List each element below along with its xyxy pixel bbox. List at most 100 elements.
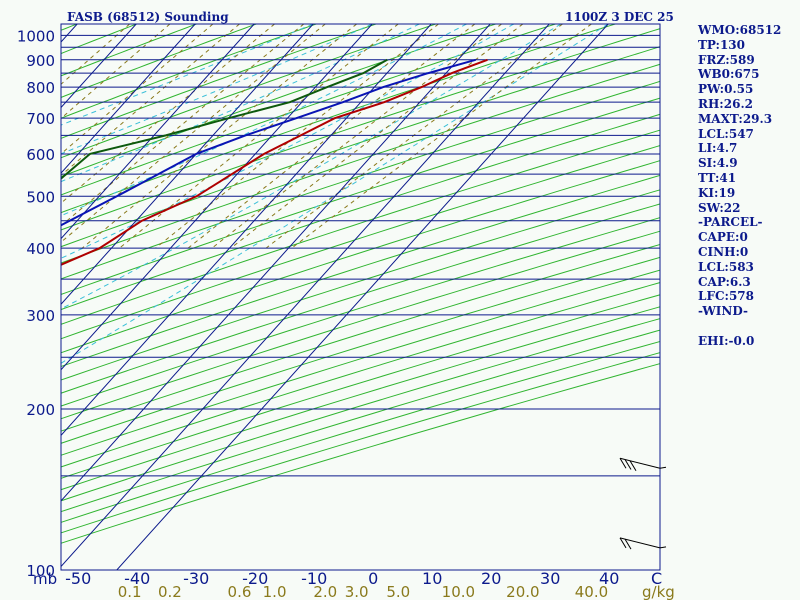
temperature-tick-label: 30 [540,569,560,588]
mixing-ratio-tick-label: 3.0 [345,583,369,600]
index-item: SW:22 [698,200,741,215]
dry-adiabats [0,24,660,570]
dry-adiabat [61,174,660,368]
dry-adiabat [61,46,660,248]
mixing-ratio-tick-label: 20.0 [506,583,539,600]
isotherm [61,24,196,174]
dry-adiabat [61,243,660,432]
wind-barbs [619,457,667,550]
index-item: CAP:6.3 [698,274,751,289]
index-item: SI:4.9 [698,156,738,171]
index-item: LI:4.7 [698,141,738,156]
pressure-tick-label: 500 [26,188,55,206]
wind-barb-flag [619,537,627,549]
dry-adiabat [61,24,317,119]
dry-adiabat [61,269,660,456]
temperature-tick-label: 0 [368,569,378,588]
mixing-ratio-line [81,24,358,249]
isotherm [61,24,550,568]
temperature-tick-label: -50 [65,569,91,588]
index-item: -PARCEL- [698,215,763,230]
dry-adiabat [61,63,660,264]
temperature-tick-label: -10 [301,569,327,588]
profiles [61,58,488,266]
isotherm [61,24,491,502]
dry-adiabat [61,113,660,311]
plot-frame [60,23,661,571]
sounding-indices: WMO:68512 TP:130 FRZ:589 WB0:675 PW:0.55 RH:2… [698,23,798,349]
mixing-ratio-line [291,24,592,249]
moist-adiabat [61,24,609,364]
mixing-ratio-tick-label: 0.1 [118,583,142,600]
valid-time: 1100Z 3 DEC 25 [565,10,674,24]
isotherm [116,24,609,570]
index-item: MAXT:29.3 [698,111,773,126]
mixing-ratio-line [155,24,439,249]
index-item [698,319,798,334]
mixing-ratio-tick-label: 5.0 [386,583,410,600]
dry-adiabat [61,329,660,513]
isotherm [61,24,432,437]
temperature-tick-label: -40 [124,569,150,588]
wind-barb [619,457,667,471]
parcel-profile [61,58,476,227]
isotherm [61,24,373,371]
dry-adiabat [61,24,436,159]
wind-barb-flag [629,460,637,471]
index-item: LCL:583 [698,259,754,274]
mixing-ratio-line [187,24,476,249]
pressure-tick-label: 900 [26,52,55,70]
index-item: TT:41 [698,170,737,185]
index-item: EHI:-0.0 [698,333,755,348]
mixing-ratio-tick-label: 2.0 [313,583,337,600]
dry-adiabat [61,24,556,196]
pressure-tick-label: 800 [26,79,55,97]
dry-adiabat [61,97,660,295]
temperature-profile [61,58,488,266]
dry-adiabat [61,341,660,523]
dewpoint-profile [61,58,388,180]
temperature-tick-label: 20 [481,569,501,588]
mixing-ratio-tick-label: 0.2 [158,583,182,600]
temperature-tick-label: -20 [242,569,268,588]
pressure-tick-label: 1000 [17,27,55,45]
wind-barb-flag [624,459,632,470]
dry-adiabat [61,24,616,214]
mixing-ratio-line [230,24,524,249]
mixing-ratio-line [119,24,399,249]
index-item: LCL:547 [698,126,754,141]
dry-adiabat [61,160,660,354]
isobars [61,24,660,570]
wind-barb-tick [659,466,667,469]
dry-adiabat [61,145,660,340]
index-item: TP:130 [698,37,746,52]
mixing-ratio-unit-label: g/kg [642,583,675,600]
temperature-tick-label: -30 [183,569,209,588]
dry-adiabat [61,80,660,280]
dry-adiabat [61,24,257,98]
moist-adiabat [61,24,373,155]
wind-barb-flag [624,538,632,550]
dry-adiabat [61,24,377,139]
dry-adiabat [61,294,660,479]
dry-adiabat [0,24,17,570]
dry-adiabat [61,306,660,491]
wind-barb-flag [619,457,627,469]
pressure-tick-label: 600 [26,146,55,164]
station-title: FASB (68512) Sounding [67,10,229,24]
pressure-tick-label: 100 [26,562,55,580]
wind-barb-tick [659,546,667,549]
index-item: CAPE:0 [698,230,748,245]
index-item: FRZ:589 [698,52,755,67]
dry-adiabat [61,24,197,77]
plot-background [61,24,660,570]
pressure-tick-label: 300 [26,307,55,325]
index-item: LFC:578 [698,289,754,304]
mixing-ratio-tick-label: 10.0 [442,583,475,600]
dry-adiabat [61,129,660,325]
dry-adiabat [61,189,660,381]
mixing-ratio-line [61,24,326,243]
temperature-tick-label: 10 [422,569,442,588]
